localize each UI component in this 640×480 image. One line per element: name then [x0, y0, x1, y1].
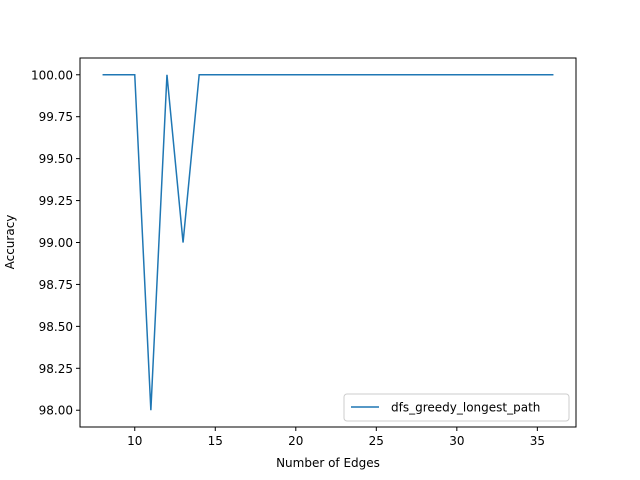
plot-area: [80, 58, 576, 427]
y-tick-label: 99.25: [39, 194, 73, 208]
x-tick-label: 15: [208, 434, 223, 448]
y-axis: 98.00 98.25 98.50 98.75 99.00 99.25 99.50 99.75…: [31, 68, 80, 418]
y-tick-label: 98.75: [39, 278, 73, 292]
legend-box: [343, 393, 570, 422]
legend-entry-label: dfs_greedy_longest_path: [391, 401, 540, 415]
x-axis: 10 15 20 25 30 35: [127, 427, 545, 448]
y-tick-label: 99.75: [39, 110, 73, 124]
y-tick-label: 99.50: [39, 152, 73, 166]
y-tick-label: 98.00: [39, 404, 73, 418]
x-tick-label: 10: [127, 434, 142, 448]
y-tick-label: 98.50: [39, 320, 73, 334]
y-tick-label: 100.00: [31, 68, 73, 82]
x-tick-label: 30: [449, 434, 464, 448]
x-tick-label: 20: [288, 434, 303, 448]
y-tick-label: 98.25: [39, 362, 73, 376]
series-layer: [102, 74, 554, 411]
y-axis-label: Accuracy: [3, 215, 17, 270]
series-line-dfs-greedy-longest-path: [102, 74, 554, 411]
y-tick-label: 99.00: [39, 236, 73, 250]
x-tick-label: 25: [369, 434, 384, 448]
x-axis-label: Number of Edges: [276, 456, 380, 470]
legend: dfs_greedy_longest_path: [343, 393, 570, 422]
x-tick-label: 35: [530, 434, 545, 448]
